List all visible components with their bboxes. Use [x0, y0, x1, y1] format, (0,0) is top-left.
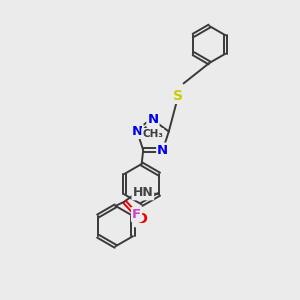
Text: N: N: [147, 113, 158, 127]
Text: N: N: [132, 125, 143, 138]
Text: CH₃: CH₃: [142, 129, 163, 139]
Text: S: S: [173, 89, 183, 103]
Text: F: F: [132, 208, 141, 221]
Text: O: O: [135, 212, 147, 226]
Text: HN: HN: [133, 186, 153, 199]
Text: N: N: [157, 144, 168, 157]
